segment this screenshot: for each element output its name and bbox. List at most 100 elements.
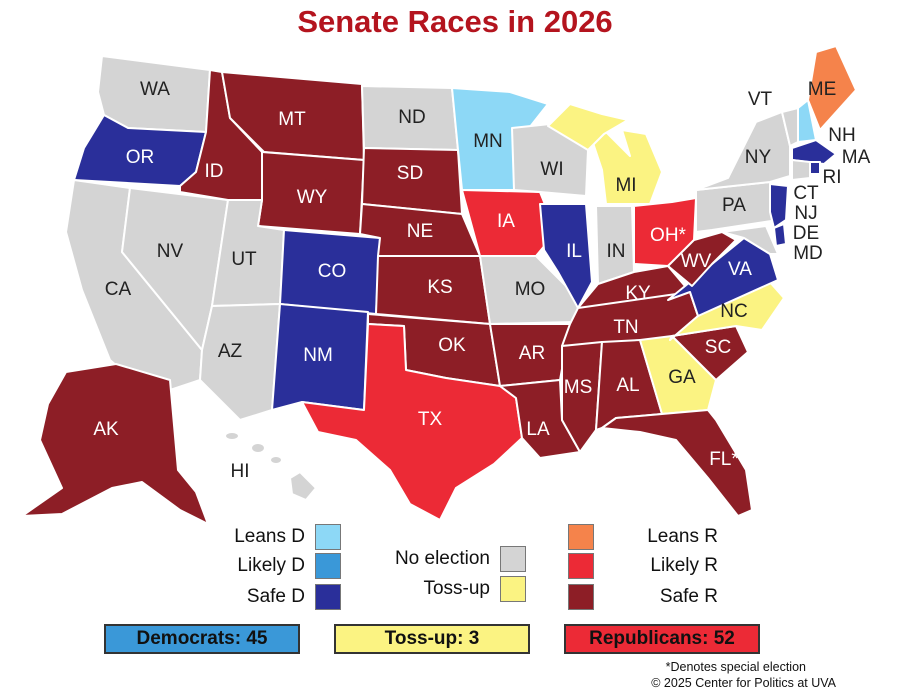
label-ne: NE (407, 221, 433, 242)
legend-label-tossup: Toss-up (423, 578, 490, 599)
label-ia: IA (497, 211, 515, 232)
label-wv: WV (681, 251, 712, 272)
state-hi-island[interactable] (224, 431, 240, 441)
label-wa: WA (140, 79, 170, 100)
legend-likely-r: Likely R (568, 553, 718, 579)
label-de: DE (793, 223, 819, 244)
legend-tossup: Toss-up (342, 576, 526, 602)
label-wi: WI (540, 159, 563, 180)
label-sc: SC (705, 337, 731, 358)
legend-swatch-leans-r (568, 524, 594, 550)
state-mi-upper[interactable] (547, 103, 629, 151)
state-ri[interactable] (809, 161, 821, 175)
label-ok: OK (438, 335, 466, 356)
state-mi[interactable] (589, 129, 663, 205)
label-vt: VT (748, 89, 773, 110)
label-sd: SD (397, 163, 423, 184)
label-ut: UT (231, 249, 257, 270)
legend-safe-r: Safe R (568, 584, 718, 610)
state-ms[interactable] (561, 341, 603, 453)
legend-leans-r: Leans R (568, 524, 718, 550)
label-pa: PA (722, 195, 746, 216)
label-ga: GA (668, 367, 696, 388)
legend-likely-d: Likely D (150, 553, 341, 579)
label-nd: ND (398, 107, 425, 128)
label-ky: KY (625, 283, 651, 304)
democrats-total: Democrats: 45 (104, 624, 300, 654)
label-tn: TN (613, 317, 638, 338)
special-election-footnote: *Denotes special election (665, 660, 806, 674)
legend-label-leans-d: Leans D (234, 526, 305, 547)
state-ct[interactable] (791, 159, 811, 181)
label-il: IL (566, 241, 582, 262)
label-in: IN (607, 241, 626, 262)
label-mi: MI (615, 175, 636, 196)
state-ga[interactable] (639, 335, 717, 415)
label-mt: MT (278, 109, 306, 130)
label-hi: HI (231, 461, 250, 482)
label-al: AL (616, 375, 639, 396)
label-ri: RI (823, 167, 842, 188)
state-me[interactable] (807, 45, 857, 131)
label-md: MD (793, 243, 823, 264)
legend-label-safe-d: Safe D (246, 586, 305, 607)
state-md[interactable] (721, 225, 779, 255)
legend-swatch-no-election (500, 546, 526, 572)
legend-swatch-likely-d (315, 553, 341, 579)
legend-safe-d: Safe D (150, 584, 341, 610)
map-title: Senate Races in 2026 (297, 4, 613, 39)
label-nc: NC (720, 301, 747, 322)
label-oh: OH* (650, 225, 687, 246)
label-ma: MA (842, 147, 871, 168)
legend-label-likely-d: Likely D (237, 555, 305, 576)
legend-label-likely-r: Likely R (650, 555, 718, 576)
legend-swatch-safe-d (315, 584, 341, 610)
label-ca: CA (105, 279, 132, 300)
state-ak[interactable] (21, 363, 209, 525)
label-ms: MS (564, 377, 593, 398)
state-la[interactable] (499, 379, 581, 459)
label-ny: NY (745, 147, 772, 168)
label-nj: NJ (794, 203, 817, 224)
label-az: AZ (218, 341, 243, 362)
state-ma[interactable] (791, 139, 837, 165)
legend-label-leans-r: Leans R (647, 526, 718, 547)
label-va: VA (728, 259, 752, 280)
state-wv[interactable] (667, 231, 737, 287)
legend-label-no-election: No election (394, 548, 490, 569)
label-ct: CT (793, 183, 819, 204)
label-ak: AK (93, 419, 119, 440)
legend-label-safe-r: Safe R (659, 586, 718, 607)
credit-line: © 2025 Center for Politics at UVA (651, 676, 836, 690)
label-id: ID (205, 161, 224, 182)
legend-swatch-leans-d (315, 524, 341, 550)
state-de[interactable] (773, 223, 787, 247)
republicans-total: Republicans: 52 (564, 624, 760, 654)
legend-swatch-likely-r (568, 553, 594, 579)
legend-swatch-safe-r (568, 584, 594, 610)
state-ny[interactable] (695, 111, 791, 191)
label-co: CO (318, 261, 347, 282)
state-hi-island[interactable] (269, 455, 283, 465)
label-nv: NV (157, 241, 184, 262)
state-nj[interactable] (769, 183, 789, 229)
label-ks: KS (427, 277, 452, 298)
state-tx[interactable] (301, 323, 523, 521)
label-ar: AR (519, 343, 545, 364)
legend-no-election: No election (342, 546, 526, 572)
tossup-total: Toss-up: 3 (334, 624, 530, 654)
label-me: ME (808, 79, 837, 100)
label-or: OR (126, 147, 155, 168)
state-hi[interactable] (289, 471, 317, 501)
state-wy[interactable] (257, 151, 365, 235)
legend-leans-d: Leans D (150, 524, 341, 550)
label-nm: NM (303, 345, 333, 366)
label-nh: NH (828, 125, 855, 146)
label-tx: TX (418, 409, 443, 430)
legend-swatch-tossup (500, 576, 526, 602)
label-wy: WY (297, 187, 328, 208)
label-mo: MO (515, 279, 546, 300)
state-fl[interactable] (601, 409, 753, 517)
state-hi-island[interactable] (250, 442, 266, 454)
